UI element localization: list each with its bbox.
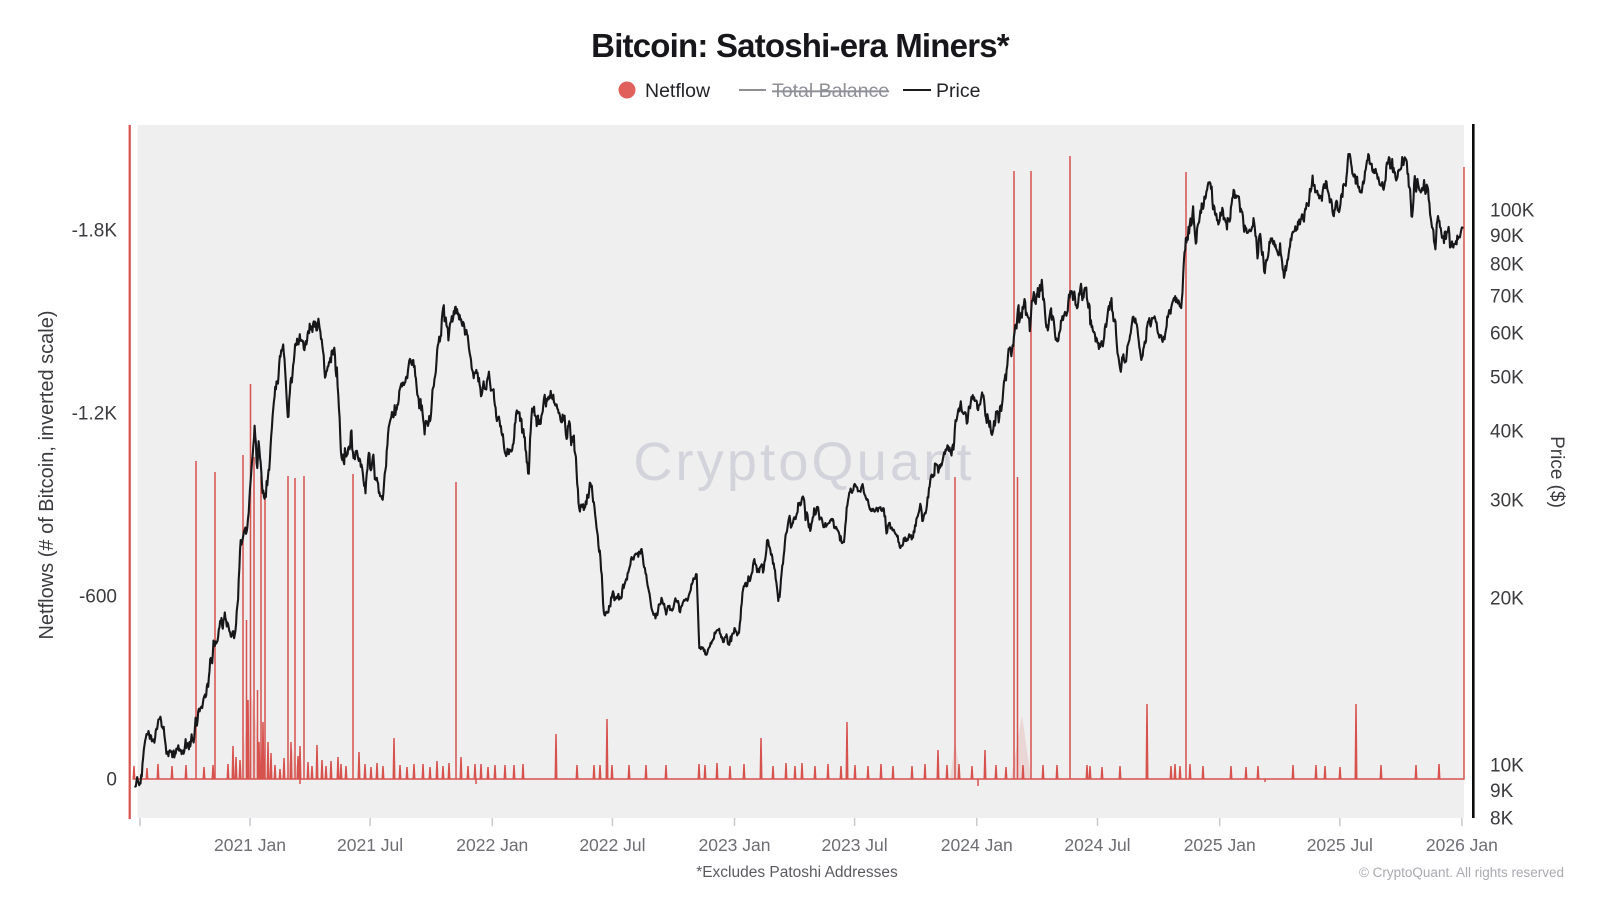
svg-text:9K: 9K	[1490, 781, 1514, 802]
svg-text:70K: 70K	[1490, 287, 1524, 308]
svg-text:2023 Jan: 2023 Jan	[698, 835, 770, 855]
svg-text:100K: 100K	[1490, 201, 1535, 222]
svg-text:Netflow: Netflow	[645, 80, 711, 102]
svg-text:2024 Jul: 2024 Jul	[1064, 835, 1130, 855]
svg-text:2025 Jan: 2025 Jan	[1184, 835, 1256, 855]
svg-text:40K: 40K	[1490, 421, 1524, 442]
svg-text:-1.8K: -1.8K	[72, 221, 118, 242]
svg-text:90K: 90K	[1490, 226, 1524, 247]
svg-text:2024 Jan: 2024 Jan	[941, 835, 1013, 855]
svg-text:Total Balance: Total Balance	[772, 80, 889, 102]
svg-text:-1.2K: -1.2K	[72, 404, 118, 425]
svg-text:2022 Jul: 2022 Jul	[579, 835, 645, 855]
svg-text:Bitcoin: Satoshi-era Miners*: Bitcoin: Satoshi-era Miners*	[591, 27, 1010, 64]
svg-text:50K: 50K	[1490, 368, 1524, 389]
svg-text:0: 0	[106, 770, 117, 791]
svg-text:2021 Jul: 2021 Jul	[337, 835, 403, 855]
svg-text:60K: 60K	[1490, 324, 1524, 345]
svg-text:2021 Jan: 2021 Jan	[214, 835, 286, 855]
svg-text:2023 Jul: 2023 Jul	[822, 835, 888, 855]
svg-text:8K: 8K	[1490, 809, 1514, 830]
svg-text:-600: -600	[79, 587, 117, 608]
svg-text:10K: 10K	[1490, 756, 1524, 777]
svg-text:CryptoQuant: CryptoQuant	[633, 432, 974, 492]
svg-text:30K: 30K	[1490, 491, 1524, 512]
svg-text:Price ($): Price ($)	[1546, 436, 1567, 508]
svg-text:80K: 80K	[1490, 254, 1524, 275]
svg-text:2022 Jan: 2022 Jan	[456, 835, 528, 855]
svg-text:Price: Price	[936, 80, 980, 102]
svg-text:Netflows (# of Bitcoin, invert: Netflows (# of Bitcoin, inverted scale)	[36, 310, 58, 639]
svg-text:© CryptoQuant. All rights rese: © CryptoQuant. All rights reserved	[1359, 865, 1564, 880]
svg-text:2026 Jan: 2026 Jan	[1426, 835, 1498, 855]
svg-text:2025 Jul: 2025 Jul	[1307, 835, 1373, 855]
svg-text:*Excludes Patoshi Addresses: *Excludes Patoshi Addresses	[696, 864, 898, 881]
svg-text:20K: 20K	[1490, 588, 1524, 609]
